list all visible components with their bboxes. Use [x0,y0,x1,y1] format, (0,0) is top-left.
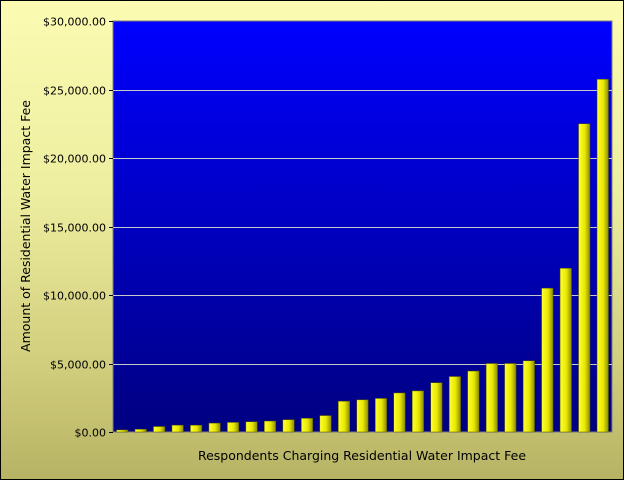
bar [208,422,221,433]
bar [467,370,480,433]
bars [116,78,609,433]
y-tick-label: $0.00 [75,427,107,440]
bar [541,287,554,433]
bar [227,422,240,433]
bar [153,426,166,433]
bar [485,363,498,433]
bar [504,363,517,433]
bar [375,398,387,433]
bar [393,392,406,433]
y-axis-title: Amount of Residential Water Impact Fee [18,100,33,352]
y-tick-label: $30,000.00 [43,16,106,29]
bar [411,390,424,433]
y-tick-label: $5,000.00 [50,359,106,372]
bar [190,424,203,433]
bar [448,376,461,433]
bar [245,421,258,433]
plot-area [112,20,613,433]
bar [264,420,277,433]
bar [559,268,572,433]
x-axis-title: Respondents Charging Residential Water I… [198,448,526,463]
bar [578,123,591,433]
bar [171,424,184,433]
y-tick-label: $25,000.00 [43,85,106,98]
bar [319,415,332,433]
bar [282,419,295,433]
bar [430,382,443,433]
y-axis-ticks: $0.00 $5,000.00 $10,000.00 $15,000.00 $20,00… [43,16,113,440]
bar [338,400,351,433]
y-tick-label: $20,000.00 [43,153,106,166]
bar [116,429,129,433]
y-tick-label: $15,000.00 [43,222,106,235]
bar [301,418,314,433]
bar [522,360,535,433]
bar [356,399,369,433]
y-tick-label: $10,000.00 [43,290,106,303]
bar [596,78,609,433]
bar [134,429,147,433]
